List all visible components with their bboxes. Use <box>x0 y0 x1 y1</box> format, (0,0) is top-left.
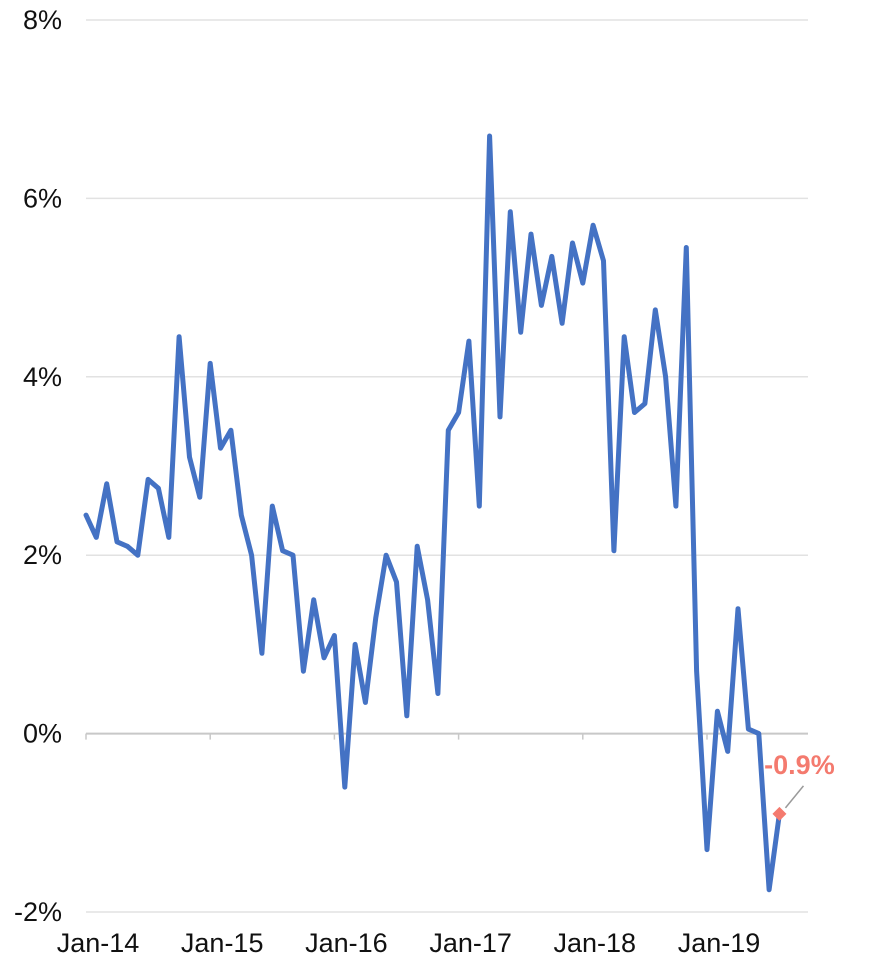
axis-layer: -2% 0% 2% 4% 6% 8% Jan-14 Jan-15 Jan-16 Jan-17 Jan… <box>14 5 760 958</box>
grid-layer <box>86 19 808 913</box>
x-tick-label: Jan-19 <box>678 928 761 958</box>
highlight-point-marker <box>772 806 787 821</box>
y-tick-label: 4% <box>23 362 62 392</box>
x-tick-label: Jan-16 <box>305 928 388 958</box>
series-line <box>83 133 782 893</box>
y-tick-label: 6% <box>23 183 62 213</box>
callout-leader-line <box>784 785 805 809</box>
series-layer <box>83 133 782 893</box>
annotation-layer: -0.9% <box>764 750 835 821</box>
y-tick-label: 8% <box>23 5 62 35</box>
x-tick-label: Jan-15 <box>181 928 264 958</box>
y-tick-label: 0% <box>23 719 62 749</box>
callout-value-label: -0.9% <box>764 750 835 780</box>
y-tick-label: 2% <box>23 540 62 570</box>
x-tick-label: Jan-14 <box>57 928 140 958</box>
x-tick-label: Jan-18 <box>554 928 637 958</box>
y-tick-label: -2% <box>14 897 62 927</box>
x-tick-label: Jan-17 <box>429 928 512 958</box>
